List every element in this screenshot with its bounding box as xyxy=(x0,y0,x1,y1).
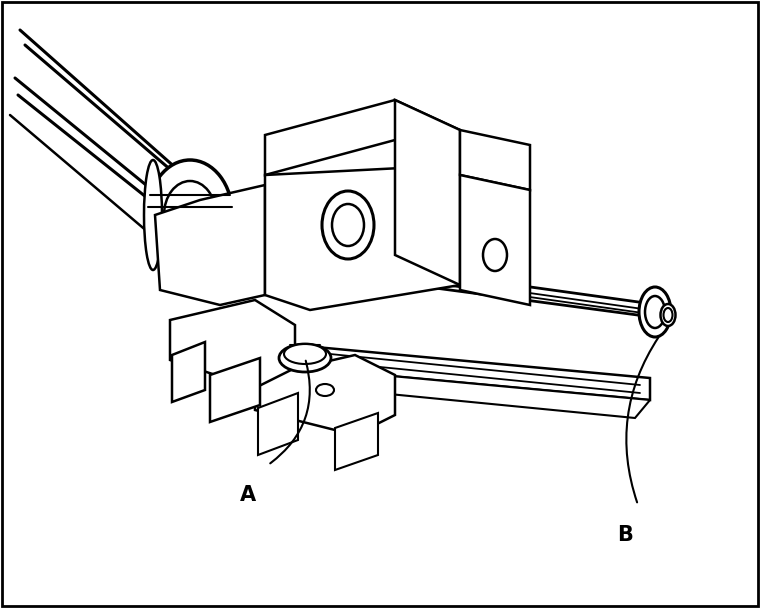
Polygon shape xyxy=(255,355,395,435)
Polygon shape xyxy=(395,100,460,285)
Ellipse shape xyxy=(332,204,364,246)
Polygon shape xyxy=(170,300,295,388)
Ellipse shape xyxy=(279,344,331,372)
Polygon shape xyxy=(460,175,530,305)
Ellipse shape xyxy=(164,181,216,249)
Ellipse shape xyxy=(483,239,507,271)
Polygon shape xyxy=(240,340,650,400)
Text: B: B xyxy=(617,525,633,545)
Ellipse shape xyxy=(660,304,676,326)
Ellipse shape xyxy=(284,344,326,364)
Polygon shape xyxy=(155,185,265,305)
Polygon shape xyxy=(265,165,460,310)
Ellipse shape xyxy=(144,160,162,270)
Polygon shape xyxy=(172,342,205,402)
Ellipse shape xyxy=(645,296,665,328)
Ellipse shape xyxy=(322,191,374,259)
Ellipse shape xyxy=(639,287,671,337)
Ellipse shape xyxy=(663,308,673,322)
Polygon shape xyxy=(225,362,650,418)
Text: A: A xyxy=(240,485,256,505)
Ellipse shape xyxy=(147,160,233,270)
Polygon shape xyxy=(460,130,530,190)
Polygon shape xyxy=(335,413,378,470)
Polygon shape xyxy=(265,100,460,175)
Ellipse shape xyxy=(316,384,334,396)
Polygon shape xyxy=(258,393,298,455)
Polygon shape xyxy=(210,358,260,422)
